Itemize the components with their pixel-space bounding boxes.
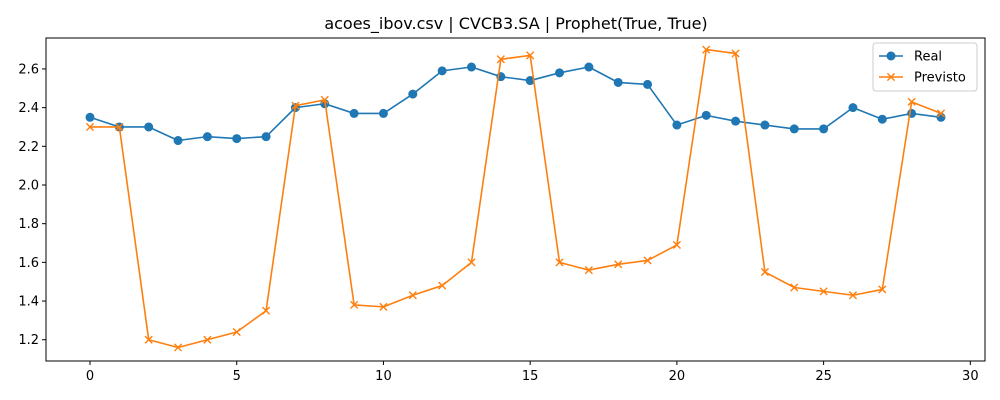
x-tick-label: 10 [375, 369, 392, 384]
legend-entry-real: Real [879, 50, 942, 65]
data-point-real [848, 103, 858, 113]
data-point-previsto [790, 283, 799, 292]
data-point-real [202, 132, 212, 142]
data-point-previsto [350, 300, 359, 310]
data-point-previsto [643, 256, 652, 265]
data-point-previsto [526, 51, 535, 60]
x-tick-label: 15 [522, 369, 539, 384]
data-point-previsto [467, 258, 476, 267]
data-point-previsto [85, 122, 95, 132]
y-tick-label: 2.2 [18, 140, 39, 155]
x-tick-label: 20 [669, 369, 686, 384]
y-tick-label: 1.6 [18, 256, 39, 271]
legend-label-previsto: Previsto [914, 71, 966, 86]
data-point-real [701, 110, 711, 120]
y-tick-label: 1.8 [18, 217, 39, 232]
series-line-previsto [90, 48, 942, 349]
y-tick-label: 2.6 [18, 62, 39, 77]
data-point-previsto [203, 335, 212, 344]
data-point-real [85, 112, 95, 122]
data-point-previsto [760, 267, 770, 277]
legend-entry-previsto: Previsto [879, 71, 966, 86]
data-point-previsto [408, 291, 417, 300]
series-layer [85, 45, 946, 352]
data-point-previsto [496, 55, 505, 64]
x-tick-label: 0 [86, 369, 94, 384]
data-point-real [349, 108, 359, 118]
data-point-real [760, 120, 770, 130]
series-real [85, 62, 946, 146]
data-point-real [232, 134, 242, 144]
data-point-previsto [320, 95, 329, 104]
data-point-previsto [819, 287, 828, 296]
data-point-real [555, 68, 565, 78]
data-point-real [173, 136, 183, 146]
series-line-real [89, 66, 942, 142]
data-point-real [789, 124, 799, 134]
legend-marker-previsto [886, 72, 896, 82]
data-point-previsto [907, 97, 916, 106]
y-tick-label: 1.2 [18, 333, 39, 348]
data-point-previsto [936, 109, 946, 118]
data-point-previsto [731, 49, 740, 58]
data-point-real [819, 124, 829, 134]
x-tick-label: 5 [233, 369, 241, 384]
data-point-real [613, 77, 623, 87]
chart-title: acoes_ibov.csv | CVCB3.SA | Prophet(True… [324, 14, 707, 34]
x-tick-label: 30 [962, 369, 979, 384]
data-point-previsto [173, 343, 183, 352]
data-point-real [672, 120, 682, 130]
data-point-real [731, 116, 741, 126]
data-point-real [437, 66, 447, 76]
data-point-previsto [144, 335, 153, 344]
data-point-previsto [261, 306, 271, 315]
data-point-previsto [379, 302, 388, 311]
data-point-previsto [232, 327, 241, 337]
data-point-previsto [614, 260, 623, 269]
y-tick-label: 2.0 [18, 178, 39, 193]
axes: 0 5 10 15 20 25 30 1.2 1.4 1.6 1.8 2.0 2.2 2.4 2.6 [18, 37, 986, 384]
data-point-real [261, 132, 271, 142]
data-point-real [144, 122, 154, 132]
data-point-real [643, 79, 653, 89]
data-point-real [877, 114, 887, 124]
legend-label-real: Real [914, 50, 942, 65]
legend: Real Previsto [872, 42, 978, 92]
x-tick-label: 25 [815, 369, 832, 384]
data-point-real [584, 62, 594, 72]
data-point-previsto [438, 281, 447, 290]
data-point-real [466, 62, 476, 72]
y-tick-label: 1.4 [18, 295, 39, 310]
data-point-previsto [555, 258, 564, 267]
data-point-previsto [878, 285, 887, 294]
data-point-previsto [848, 291, 858, 300]
legend-box [872, 42, 978, 92]
data-point-previsto [291, 101, 300, 110]
data-point-previsto [672, 240, 681, 250]
data-point-previsto [702, 45, 711, 54]
series-previsto [85, 45, 946, 352]
data-point-previsto [584, 266, 593, 275]
data-point-real [408, 89, 418, 99]
data-point-real [936, 112, 946, 122]
y-tick-label: 2.4 [18, 101, 39, 116]
legend-marker-real [886, 51, 896, 61]
plot-frame [45, 37, 986, 362]
data-point-previsto [115, 122, 124, 132]
data-point-real [378, 108, 388, 118]
